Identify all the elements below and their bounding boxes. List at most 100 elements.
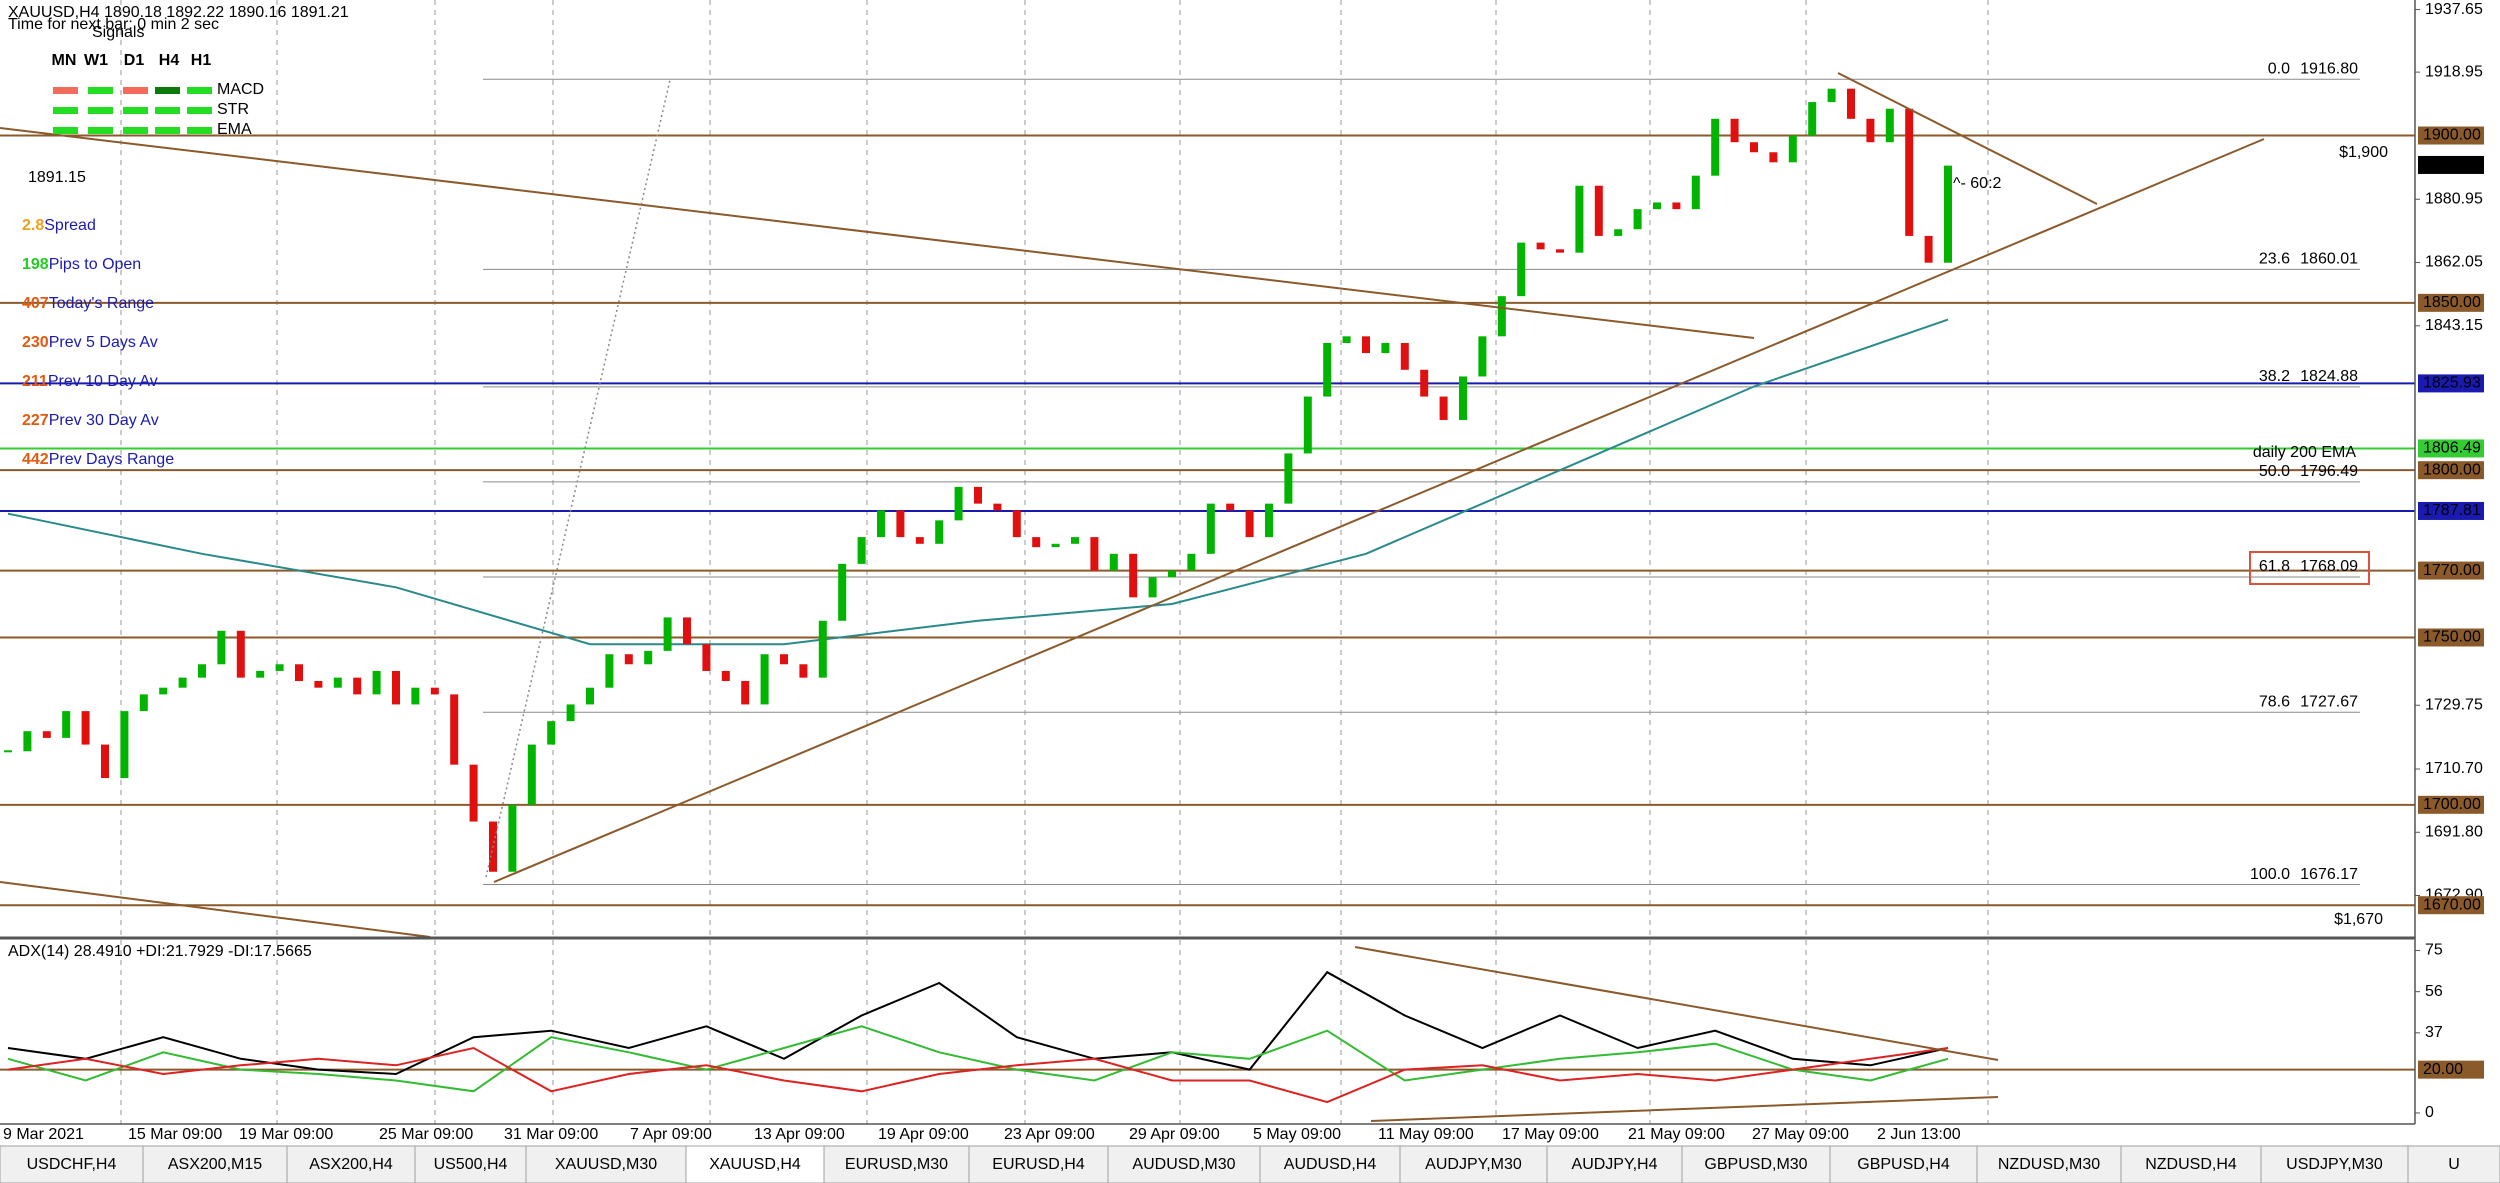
tab[interactable]: [142, 1145, 288, 1183]
tab[interactable]: [2407, 1145, 2500, 1183]
tab[interactable]: [823, 1145, 970, 1183]
tab-label[interactable]: EURUSD,H4: [992, 1156, 1085, 1173]
tab-label[interactable]: EURUSD,M30: [845, 1156, 948, 1173]
trend-line: [1354, 946, 1999, 1061]
signal-cell: [88, 107, 113, 114]
tab[interactable]: [1829, 1145, 1978, 1183]
tab[interactable]: [1259, 1145, 1401, 1183]
tab[interactable]: [1399, 1145, 1548, 1183]
signal-column: H4: [159, 52, 180, 69]
tab-label[interactable]: NZDUSD,M30: [1998, 1156, 2100, 1173]
tab-label[interactable]: XAUUSD,M30: [555, 1156, 657, 1173]
tab-label[interactable]: AUDJPY,M30: [1425, 1156, 1522, 1173]
adx-title: ADX(14) 28.4910 +DI:21.7929 -DI:17.5665: [8, 943, 312, 960]
stat-value: 230: [22, 334, 49, 351]
stat: 230Prev 5 Days Av: [22, 334, 158, 351]
y-tick-label: 1918.95: [2425, 63, 2483, 80]
candle: [760, 654, 769, 705]
stat-label: Pips to Open: [49, 256, 142, 273]
tab[interactable]: [286, 1145, 416, 1183]
candle: [799, 664, 808, 678]
stat: 211Prev 10 Day Av: [22, 373, 158, 390]
time-label: 25 Mar 09:00: [379, 1126, 473, 1143]
candle: [1691, 175, 1700, 210]
tab[interactable]: [1681, 1145, 1831, 1183]
candle: [935, 520, 944, 544]
y-tick-label: 1862.05: [2425, 254, 2483, 271]
candle: [1245, 510, 1254, 538]
candle: [954, 486, 963, 521]
signal-row-label: MACD: [217, 81, 264, 98]
fib-level: 61.8: [2259, 558, 2290, 575]
current-price-box: [2418, 155, 2484, 174]
tab-label[interactable]: AUDUSD,M30: [1132, 1156, 1235, 1173]
tab-label[interactable]: U: [2448, 1156, 2460, 1173]
candle: [333, 677, 342, 688]
candle: [295, 664, 303, 681]
candle: [23, 731, 32, 752]
tab[interactable]: [2260, 1145, 2409, 1183]
candle: [1653, 202, 1661, 210]
candle: [1885, 108, 1894, 143]
tab-label[interactable]: US500,H4: [434, 1156, 508, 1173]
tab[interactable]: [414, 1145, 527, 1183]
time-label: 17 May 09:00: [1502, 1126, 1599, 1143]
candle: [81, 711, 90, 745]
stat: 407Today's Range: [22, 295, 154, 312]
candle: [1575, 185, 1584, 253]
tab[interactable]: [968, 1145, 1109, 1183]
stat: 2.8Spread: [22, 217, 96, 234]
tab-label[interactable]: AUDJPY,H4: [1572, 1156, 1658, 1173]
y-tick-label: 1729.75: [2425, 696, 2483, 713]
signal-cell: [53, 87, 78, 94]
tab-label[interactable]: GBPUSD,M30: [1704, 1156, 1807, 1173]
candle: [353, 677, 362, 695]
fib-level: 50.0: [2259, 463, 2290, 480]
candle: [1633, 209, 1642, 230]
annotation: ^- 60:2: [1953, 175, 2002, 192]
tab[interactable]: [685, 1145, 825, 1183]
fib-level: 23.6: [2259, 251, 2290, 268]
y-tick-label: 0: [2425, 1104, 2434, 1121]
candle: [430, 687, 439, 695]
tab-label[interactable]: USDJPY,M30: [2286, 1156, 2383, 1173]
candle: [877, 510, 885, 538]
candle: [469, 764, 478, 822]
candle: [1517, 242, 1526, 297]
candle: [1071, 537, 1079, 544]
candle: [217, 630, 226, 665]
tab-label[interactable]: GBPUSD,H4: [1857, 1156, 1950, 1173]
tab[interactable]: [1976, 1145, 2122, 1183]
indicator-line: [7, 1025, 1949, 1093]
level-box: [2418, 439, 2484, 458]
level-box: [2418, 374, 2484, 393]
stat-label: Prev 30 Day Av: [49, 412, 159, 429]
level-label: 1670.00: [2423, 896, 2481, 913]
candle: [547, 721, 556, 745]
tab-label[interactable]: USDCHF,H4: [27, 1156, 117, 1173]
candle: [1032, 537, 1041, 548]
annotation: $1,900: [2339, 144, 2388, 161]
tab[interactable]: [525, 1145, 687, 1183]
indicator-line: [7, 1046, 1949, 1104]
candle: [1090, 537, 1099, 571]
candle: [838, 563, 847, 621]
fib-price: 1676.17: [2300, 866, 2358, 883]
candle: [683, 617, 691, 645]
symbol-line: XAUUSD,H4 1890.18 1892.22 1890.16 1891.2…: [8, 4, 349, 21]
level-label: 1850.00: [2423, 294, 2481, 311]
level-box: [2418, 293, 2484, 312]
candle: [1439, 396, 1448, 420]
time-label: 7 Apr 09:00: [630, 1126, 712, 1143]
tab-label[interactable]: XAUUSD,H4: [709, 1156, 801, 1173]
tab[interactable]: [2120, 1145, 2262, 1183]
candle: [1497, 296, 1506, 337]
tab-label[interactable]: AUDUSD,H4: [1284, 1156, 1377, 1173]
candle: [605, 654, 614, 688]
tab-label[interactable]: ASX200,H4: [309, 1156, 393, 1173]
tab-label[interactable]: NZDUSD,H4: [2145, 1156, 2237, 1173]
tab-label[interactable]: ASX200,M15: [168, 1156, 262, 1173]
candle: [527, 744, 536, 805]
candle: [586, 687, 594, 705]
